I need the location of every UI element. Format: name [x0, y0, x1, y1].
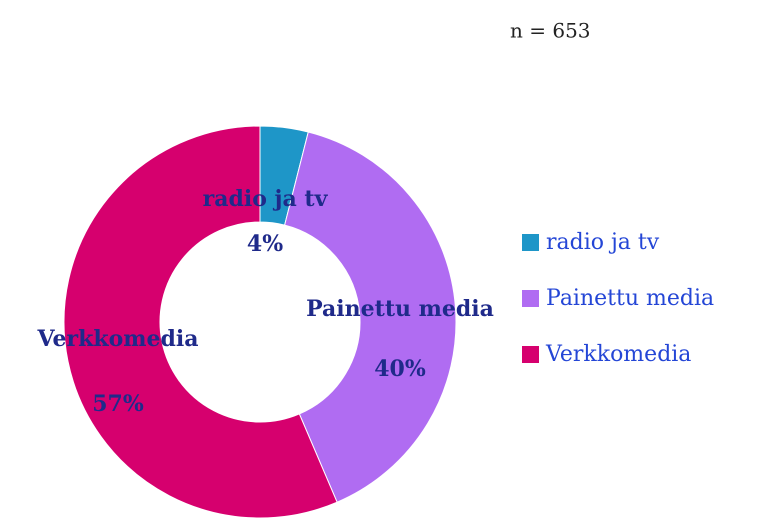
- slice-value: 40%: [374, 356, 426, 382]
- legend-label: Painettu media: [546, 286, 714, 311]
- donut-slice: [284, 131, 457, 503]
- slice-value: 4%: [247, 231, 283, 257]
- legend-label: Verkkomedia: [545, 342, 691, 367]
- legend-swatch: [522, 290, 539, 307]
- slice-value: 57%: [92, 391, 144, 417]
- legend-swatch: [522, 234, 539, 251]
- donut-slice: [63, 125, 338, 519]
- legend-label: radio ja tv: [546, 230, 660, 255]
- slice-label: radio ja tv: [203, 186, 329, 212]
- slice-label: Verkkomedia: [36, 326, 198, 352]
- annotation: n = 653: [510, 19, 591, 43]
- slice-label: Painettu media: [306, 296, 494, 322]
- legend-swatch: [522, 346, 539, 363]
